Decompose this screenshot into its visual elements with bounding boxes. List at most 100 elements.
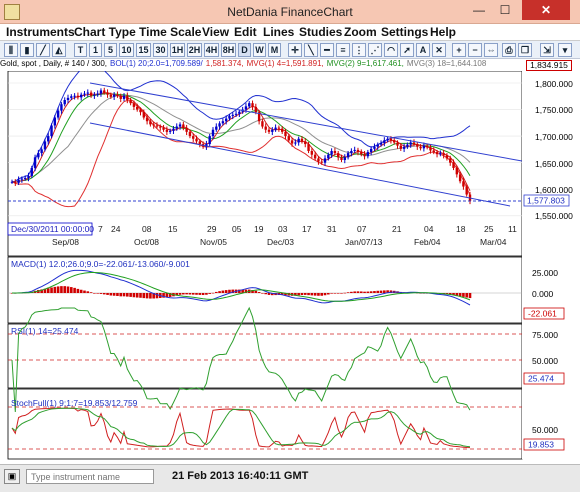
- month-tick: Mar/04: [480, 237, 507, 247]
- macd-histogram-bar: [211, 292, 215, 294]
- tf-15[interactable]: 15: [136, 43, 151, 57]
- macd-histogram-bar: [280, 293, 284, 296]
- macd-histogram-bar: [379, 290, 383, 293]
- pin-icon[interactable]: ⇲: [540, 43, 554, 57]
- candle-body: [43, 141, 47, 150]
- minimize-button[interactable]: —: [473, 3, 485, 17]
- tf-4h[interactable]: 4H: [204, 43, 219, 57]
- candle-body: [422, 145, 426, 149]
- macd-histogram-bar: [66, 286, 70, 293]
- menu-lines[interactable]: Lines: [263, 25, 295, 39]
- macd-histogram-bar: [142, 293, 146, 299]
- candle-body: [333, 150, 337, 154]
- candle-body: [419, 146, 422, 149]
- bollinger-lower: [11, 99, 471, 208]
- fan-icon[interactable]: ⋰: [368, 43, 382, 57]
- scroll-icon[interactable]: ⇔: [484, 43, 498, 57]
- crosshair-icon[interactable]: ✛: [288, 43, 302, 57]
- tf-5[interactable]: 5: [104, 43, 117, 57]
- candle-body: [103, 90, 106, 93]
- zoom-in-icon[interactable]: +: [452, 43, 466, 57]
- snapshot-icon[interactable]: ▣: [4, 469, 20, 484]
- upper-trendline[interactable]: [89, 82, 523, 162]
- macd-histogram-bar: [465, 293, 469, 298]
- candle-body: [244, 106, 248, 110]
- print-icon[interactable]: ⎙: [502, 43, 516, 57]
- day-tick: 29: [207, 224, 217, 234]
- candle-body: [60, 104, 63, 111]
- macd-histogram-bar: [208, 293, 211, 294]
- line-chart-icon[interactable]: ╱: [36, 43, 50, 57]
- tf-weekly[interactable]: W: [253, 43, 266, 57]
- macd-histogram-bar: [145, 293, 149, 299]
- tf-1h[interactable]: 1H: [170, 43, 185, 57]
- tf-2h[interactable]: 2H: [187, 43, 202, 57]
- candle-body: [248, 103, 251, 107]
- window-title: NetDania FinanceChart: [227, 5, 353, 19]
- tf-tick[interactable]: T: [74, 43, 87, 57]
- macd-histogram-bar: [109, 293, 113, 296]
- candle-body: [280, 128, 284, 132]
- macd-histogram-bar: [307, 293, 310, 296]
- lower-trendline[interactable]: [89, 122, 511, 207]
- menu-view[interactable]: View: [202, 25, 230, 39]
- candle-body: [313, 154, 317, 159]
- macd-histogram-bar: [356, 291, 360, 293]
- price-panel[interactable]: [7, 71, 523, 257]
- stoch-panel[interactable]: [7, 388, 523, 460]
- close-button[interactable]: ✕: [522, 0, 570, 20]
- instrument-search-input[interactable]: [26, 469, 154, 484]
- tf-daily[interactable]: D: [238, 43, 251, 57]
- bar-chart-icon[interactable]: ⫼: [4, 43, 18, 57]
- tf-8h[interactable]: 8H: [221, 43, 236, 57]
- macd-histogram-bar: [468, 293, 472, 299]
- trendline-icon[interactable]: ╲: [304, 43, 318, 57]
- menu-settings[interactable]: Settings: [381, 25, 429, 39]
- area-chart-icon[interactable]: ◭: [52, 43, 66, 57]
- tf-30[interactable]: 30: [153, 43, 168, 57]
- copy-icon[interactable]: ❐: [518, 43, 532, 57]
- macd-histogram-bar: [205, 293, 208, 295]
- text-icon[interactable]: A: [416, 43, 430, 57]
- fib-icon[interactable]: ⋮: [352, 43, 366, 57]
- arrow-icon[interactable]: ➚: [400, 43, 414, 57]
- candle-body: [271, 129, 274, 132]
- candle-body: [330, 150, 333, 155]
- menu-help[interactable]: Help: [430, 25, 457, 39]
- toolbar-menu-icon[interactable]: ▾: [558, 43, 572, 57]
- menu-zoom[interactable]: Zoom: [344, 25, 377, 39]
- candle-body: [221, 121, 225, 124]
- menu-time-scale[interactable]: Time Scale: [139, 25, 202, 39]
- price-grid: [8, 82, 522, 217]
- candle-body: [373, 146, 376, 149]
- hline-icon[interactable]: ━: [320, 43, 334, 57]
- toolbar: ⫼ ▮ ╱ ◭ T 1 5 10 15 30 1H 2H 4H 8H D W M…: [0, 41, 580, 59]
- rsi-panel[interactable]: [7, 323, 523, 389]
- arc-icon[interactable]: ◠: [384, 43, 398, 57]
- macd-histogram-bar: [317, 293, 320, 296]
- menu-chart-type[interactable]: Chart Type: [74, 25, 136, 39]
- candle-body: [198, 141, 202, 145]
- macd-histogram-bar: [327, 293, 330, 295]
- menu-studies[interactable]: Studies: [299, 25, 343, 39]
- tf-monthly[interactable]: M: [268, 43, 281, 57]
- candle-body: [369, 148, 373, 153]
- macd-histogram-bar: [363, 291, 366, 293]
- zoom-out-icon[interactable]: −: [468, 43, 482, 57]
- menu-edit[interactable]: Edit: [234, 25, 257, 39]
- macd-tick: 0.000: [532, 289, 554, 299]
- delete-line-icon[interactable]: ✕: [432, 43, 446, 57]
- day-tick: 04: [424, 224, 434, 234]
- macd-histogram-bar: [294, 293, 297, 296]
- price-tick: 1,700.000: [535, 132, 573, 142]
- status-bar: ▣ 21 Feb 2013 16:40:11 GMT: [0, 464, 580, 492]
- channel-icon[interactable]: ≡: [336, 43, 350, 57]
- chart-area[interactable]: 1,800.000 1,700.000 1,650.000 1,600.000 …: [0, 71, 580, 464]
- menu-instruments[interactable]: Instruments: [6, 25, 75, 39]
- tf-1[interactable]: 1: [89, 43, 102, 57]
- candle-body: [73, 95, 76, 97]
- maximize-button[interactable]: ☐: [499, 3, 511, 17]
- candle-chart-icon[interactable]: ▮: [20, 43, 34, 57]
- current-price-box: [523, 194, 570, 207]
- tf-10[interactable]: 10: [119, 43, 134, 57]
